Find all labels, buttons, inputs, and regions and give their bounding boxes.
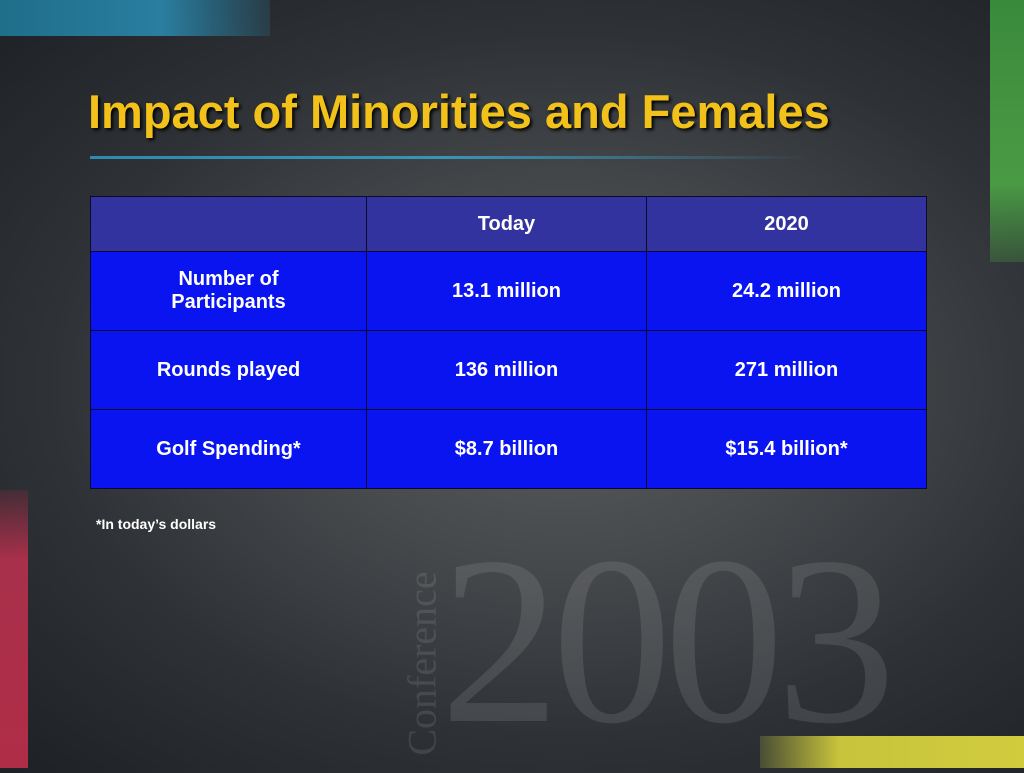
row-label: Rounds played (90, 330, 367, 410)
slide-title: Impact of Minorities and Females (88, 85, 830, 138)
header-cell-empty (90, 196, 367, 252)
data-table: Today 2020 Number of Participants 13.1 m… (90, 196, 928, 489)
table-row: Number of Participants 13.1 million 24.2… (90, 251, 928, 331)
row-label: Golf Spending* (90, 409, 367, 489)
table-header-row: Today 2020 (90, 196, 928, 252)
table-cell: $15.4 billion* (645, 409, 928, 489)
table-cell: $8.7 billion (365, 409, 647, 489)
table-cell: 13.1 million (365, 251, 647, 331)
watermark-conference: Conference (399, 571, 445, 756)
footnote: *In today’s dollars (96, 516, 217, 532)
table-cell: 271 million (645, 330, 928, 410)
accent-bar-red (0, 490, 28, 768)
accent-bar-teal (0, 0, 270, 36)
table-cell: 24.2 million (645, 251, 928, 331)
watermark-year: 2003 (440, 507, 896, 773)
table-cell: 136 million (365, 330, 647, 410)
table-row: Rounds played 136 million 271 million (90, 330, 928, 410)
accent-bar-yellow (760, 736, 1024, 768)
row-label: Number of Participants (90, 251, 367, 331)
header-cell-2020: 2020 (645, 196, 928, 252)
title-underline (90, 156, 810, 159)
accent-bar-green (990, 0, 1024, 262)
header-cell-today: Today (365, 196, 647, 252)
table-row: Golf Spending* $8.7 billion $15.4 billio… (90, 409, 928, 489)
